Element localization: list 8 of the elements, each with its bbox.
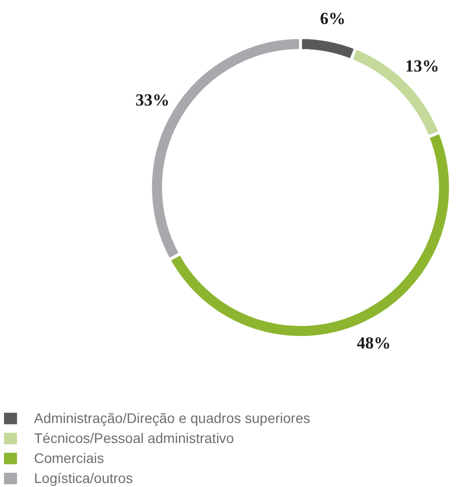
legend-label: Comerciais xyxy=(34,450,104,466)
legend-label: Logística/outros xyxy=(34,470,133,486)
data-label: 13% xyxy=(405,56,440,76)
data-label: 33% xyxy=(135,90,170,110)
legend-label: Técnicos/Pessoal administrativo xyxy=(34,430,234,446)
data-label: 48% xyxy=(356,334,391,353)
data-label: 6% xyxy=(320,9,346,28)
legend-label: Administração/Direção e quadros superiores xyxy=(34,410,310,426)
